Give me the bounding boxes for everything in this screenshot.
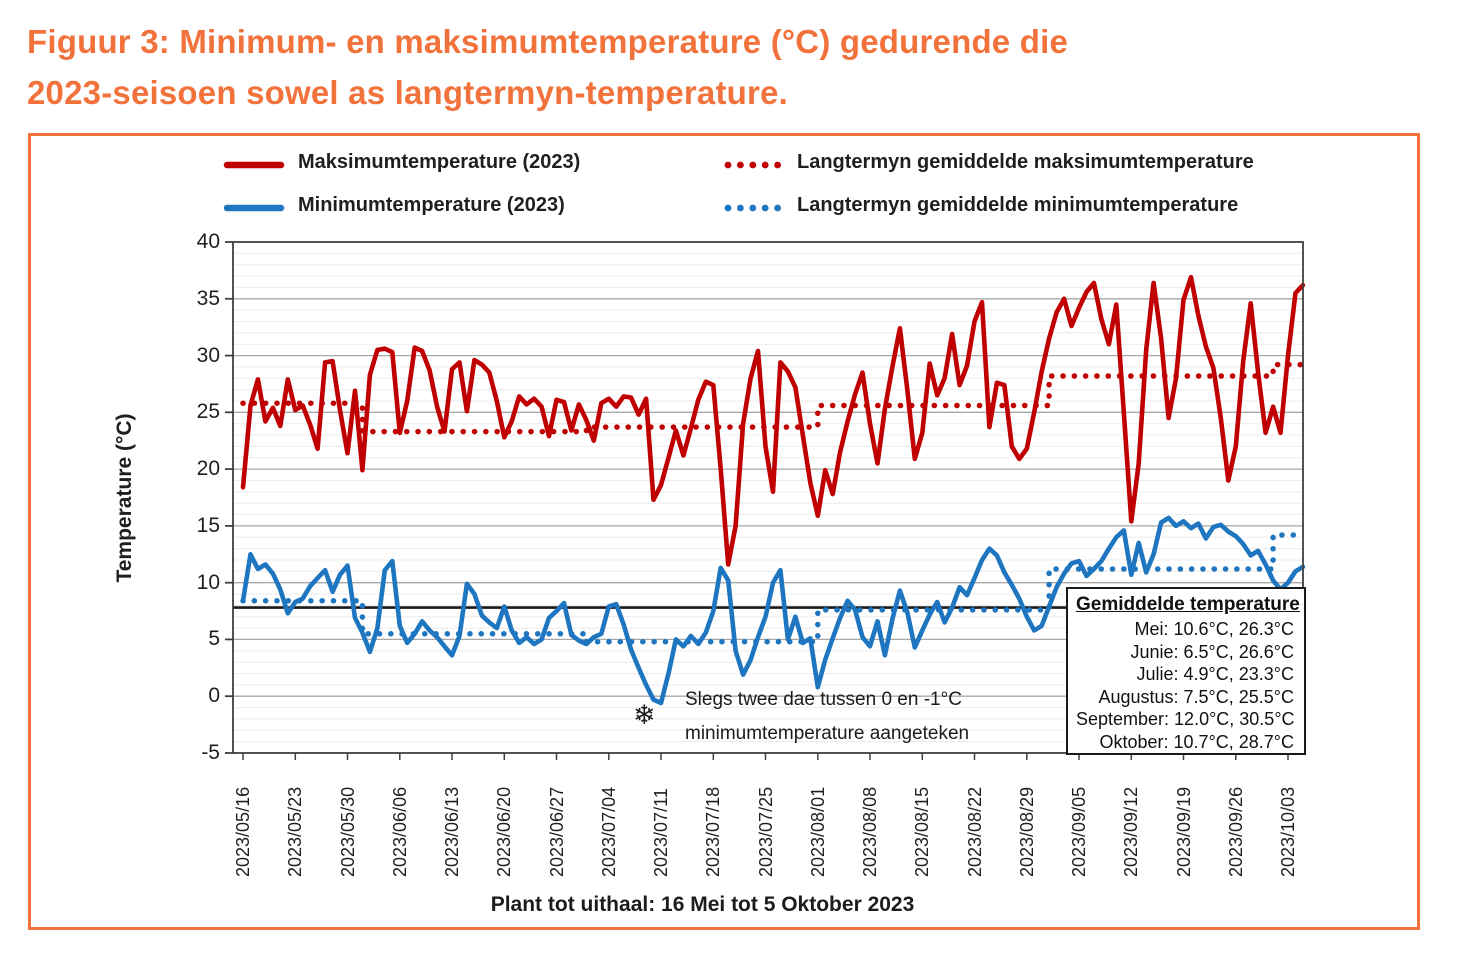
y-axis-title: Temperature (°C)	[113, 413, 136, 583]
y-tick-label: 25	[196, 400, 220, 424]
legend-item-longterm-min: Langtermyn gemiddelde minimumtemperature	[722, 193, 1238, 217]
x-tick-label: 2023/09/26	[1225, 786, 1246, 877]
x-tick-label: 2023/05/30	[337, 786, 358, 877]
x-tick-label: 2023/05/16	[233, 786, 253, 877]
frost-annotation: Slegs twee dae tussen 0 en -1°C minimumt…	[685, 683, 969, 751]
x-tick-label: 2023/08/22	[964, 786, 985, 877]
x-tick-label: 2023/05/23	[285, 786, 306, 877]
figure-title-line2: 2023-seisoen sowel as langtermyn-tempera…	[27, 74, 788, 112]
frost-annotation-line1: Slegs twee dae tussen 0 en -1°C	[685, 689, 962, 710]
snowflake-icon: ❄	[633, 700, 656, 730]
x-tick-label: 2023/06/27	[546, 786, 567, 877]
x-axis-caption: Plant tot uithaal: 16 Mei tot 5 Oktober …	[490, 893, 915, 916]
x-tick-label: 2023/07/11	[651, 788, 671, 877]
x-tick-label: 2023/08/01	[807, 786, 828, 877]
x-tick-label: 2023/08/29	[1016, 786, 1037, 877]
legend-label: Langtermyn gemiddelde maksimumtemperatur…	[797, 150, 1254, 173]
x-tick-label: 2023/07/25	[755, 786, 776, 877]
x-tick-label: 2023/07/18	[703, 786, 724, 877]
legend-label: Langtermyn gemiddelde minimumtemperature	[797, 193, 1239, 216]
legend-swatch-red-solid	[223, 157, 285, 169]
figure-title: Figuur 3: Minimum- en maksimumtemperatur…	[27, 16, 1327, 119]
legend-item-max-2023: Maksimumtemperature (2023)	[223, 150, 580, 174]
y-tick-label: 0	[208, 684, 220, 708]
x-tick-label: 2023/10/03	[1278, 786, 1298, 877]
x-tick-label: 2023/08/08	[860, 786, 880, 877]
y-tick-label: 40	[196, 230, 220, 253]
legend-label: Minimumtemperature (2023)	[298, 193, 565, 216]
averages-row-julie: Julie: 4.9°C, 23.3°C	[1136, 664, 1294, 685]
legend-swatch-red-dotted	[722, 157, 784, 169]
y-tick-label: 35	[196, 286, 220, 310]
y-tick-label: 5	[208, 627, 220, 651]
legend-item-longterm-max: Langtermyn gemiddelde maksimumtemperatur…	[722, 150, 1254, 174]
averages-row-september: September: 12.0°C, 30.5°C	[1076, 709, 1295, 730]
averages-row-junie: Junie: 6.5°C, 26.6°C	[1130, 641, 1295, 662]
y-tick-label: 10	[196, 570, 220, 594]
y-tick-label: 15	[196, 513, 220, 537]
averages-row-augustus: Augustus: 7.5°C, 25.5°C	[1098, 686, 1294, 707]
x-tick-label: 2023/09/05	[1069, 786, 1089, 877]
x-tick-label: 2023/06/20	[494, 786, 515, 877]
legend-item-min-2023: Minimumtemperature (2023)	[223, 193, 565, 217]
x-tick-label: 2023/07/04	[598, 786, 619, 877]
x-tick-label: 2023/09/12	[1121, 786, 1142, 877]
y-tick-label: 30	[196, 343, 220, 367]
x-tick-label: 2023/09/19	[1173, 786, 1194, 877]
frost-annotation-line2: minimumtemperature aangeteken	[685, 723, 970, 744]
legend-label: Maksimumtemperature (2023)	[298, 150, 581, 173]
averages-row-oktober: Oktober: 10.7°C, 28.7°C	[1099, 731, 1295, 752]
monthly-averages-box: Gemiddelde temperature Mei: 10.6°C, 26.3…	[1066, 587, 1306, 755]
legend-swatch-blue-solid	[223, 200, 285, 212]
averages-box-title: Gemiddelde temperature	[1076, 594, 1300, 615]
y-tick-label: -5	[201, 741, 220, 764]
y-tick-label: 20	[196, 457, 220, 481]
figure-title-line1: Figuur 3: Minimum- en maksimumtemperatur…	[27, 23, 1069, 60]
x-tick-label: 2023/08/15	[912, 786, 933, 877]
x-tick-label: 2023/06/13	[442, 786, 462, 877]
legend-swatch-blue-dotted	[722, 200, 784, 212]
averages-row-mei: Mei: 10.6°C, 26.3°C	[1134, 619, 1294, 639]
x-tick-label: 2023/06/06	[389, 786, 410, 877]
